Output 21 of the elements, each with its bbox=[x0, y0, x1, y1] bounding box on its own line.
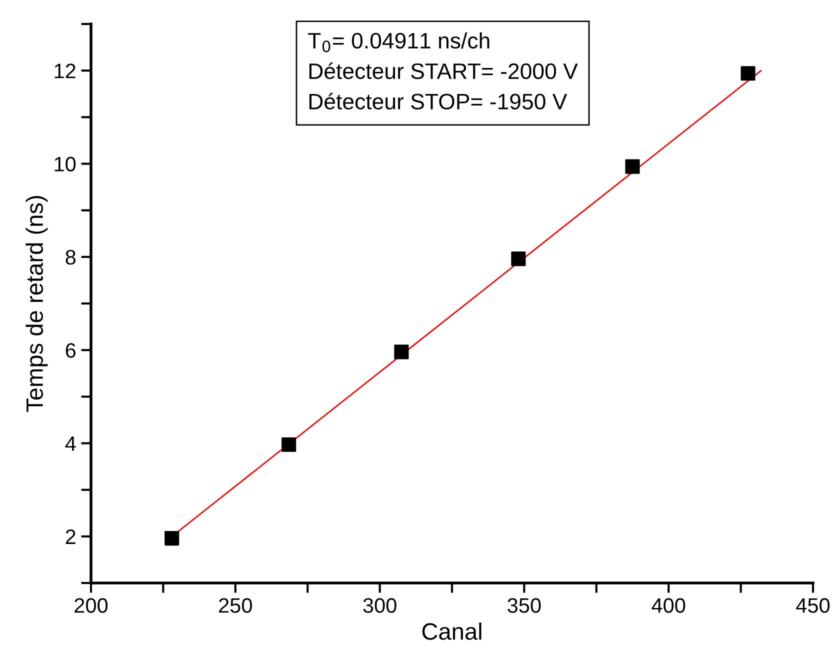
x-tick-label: 450 bbox=[796, 598, 830, 613]
y-tick-label: 12 bbox=[54, 64, 76, 78]
point bbox=[625, 159, 640, 174]
y-axis-title: Temps de retard (ns) bbox=[26, 196, 48, 412]
x-tick-label: 300 bbox=[363, 598, 396, 613]
annotation: T$_{0}$= 0.04911 ns/ch Détecteur START= -2000 V Détecteur STOP= -1950 V bbox=[308, 32, 578, 110]
x-tick-label: 200 bbox=[74, 598, 108, 613]
point bbox=[394, 344, 409, 360]
y-tick-label: 6 bbox=[66, 343, 76, 358]
x-tick-label: 350 bbox=[508, 598, 541, 613]
y-tick-label: 2 bbox=[66, 529, 76, 544]
x-axis-title: Canal bbox=[422, 622, 482, 640]
y-tick-label: 8 bbox=[66, 250, 76, 265]
point bbox=[740, 66, 756, 81]
point bbox=[511, 251, 526, 266]
y-tick-label: 4 bbox=[65, 436, 76, 451]
point bbox=[282, 437, 296, 452]
y-tick-label: 10 bbox=[54, 156, 76, 172]
x-tick-label: 250 bbox=[219, 598, 252, 613]
x-tick-label: 400 bbox=[652, 598, 686, 613]
point bbox=[164, 531, 180, 546]
